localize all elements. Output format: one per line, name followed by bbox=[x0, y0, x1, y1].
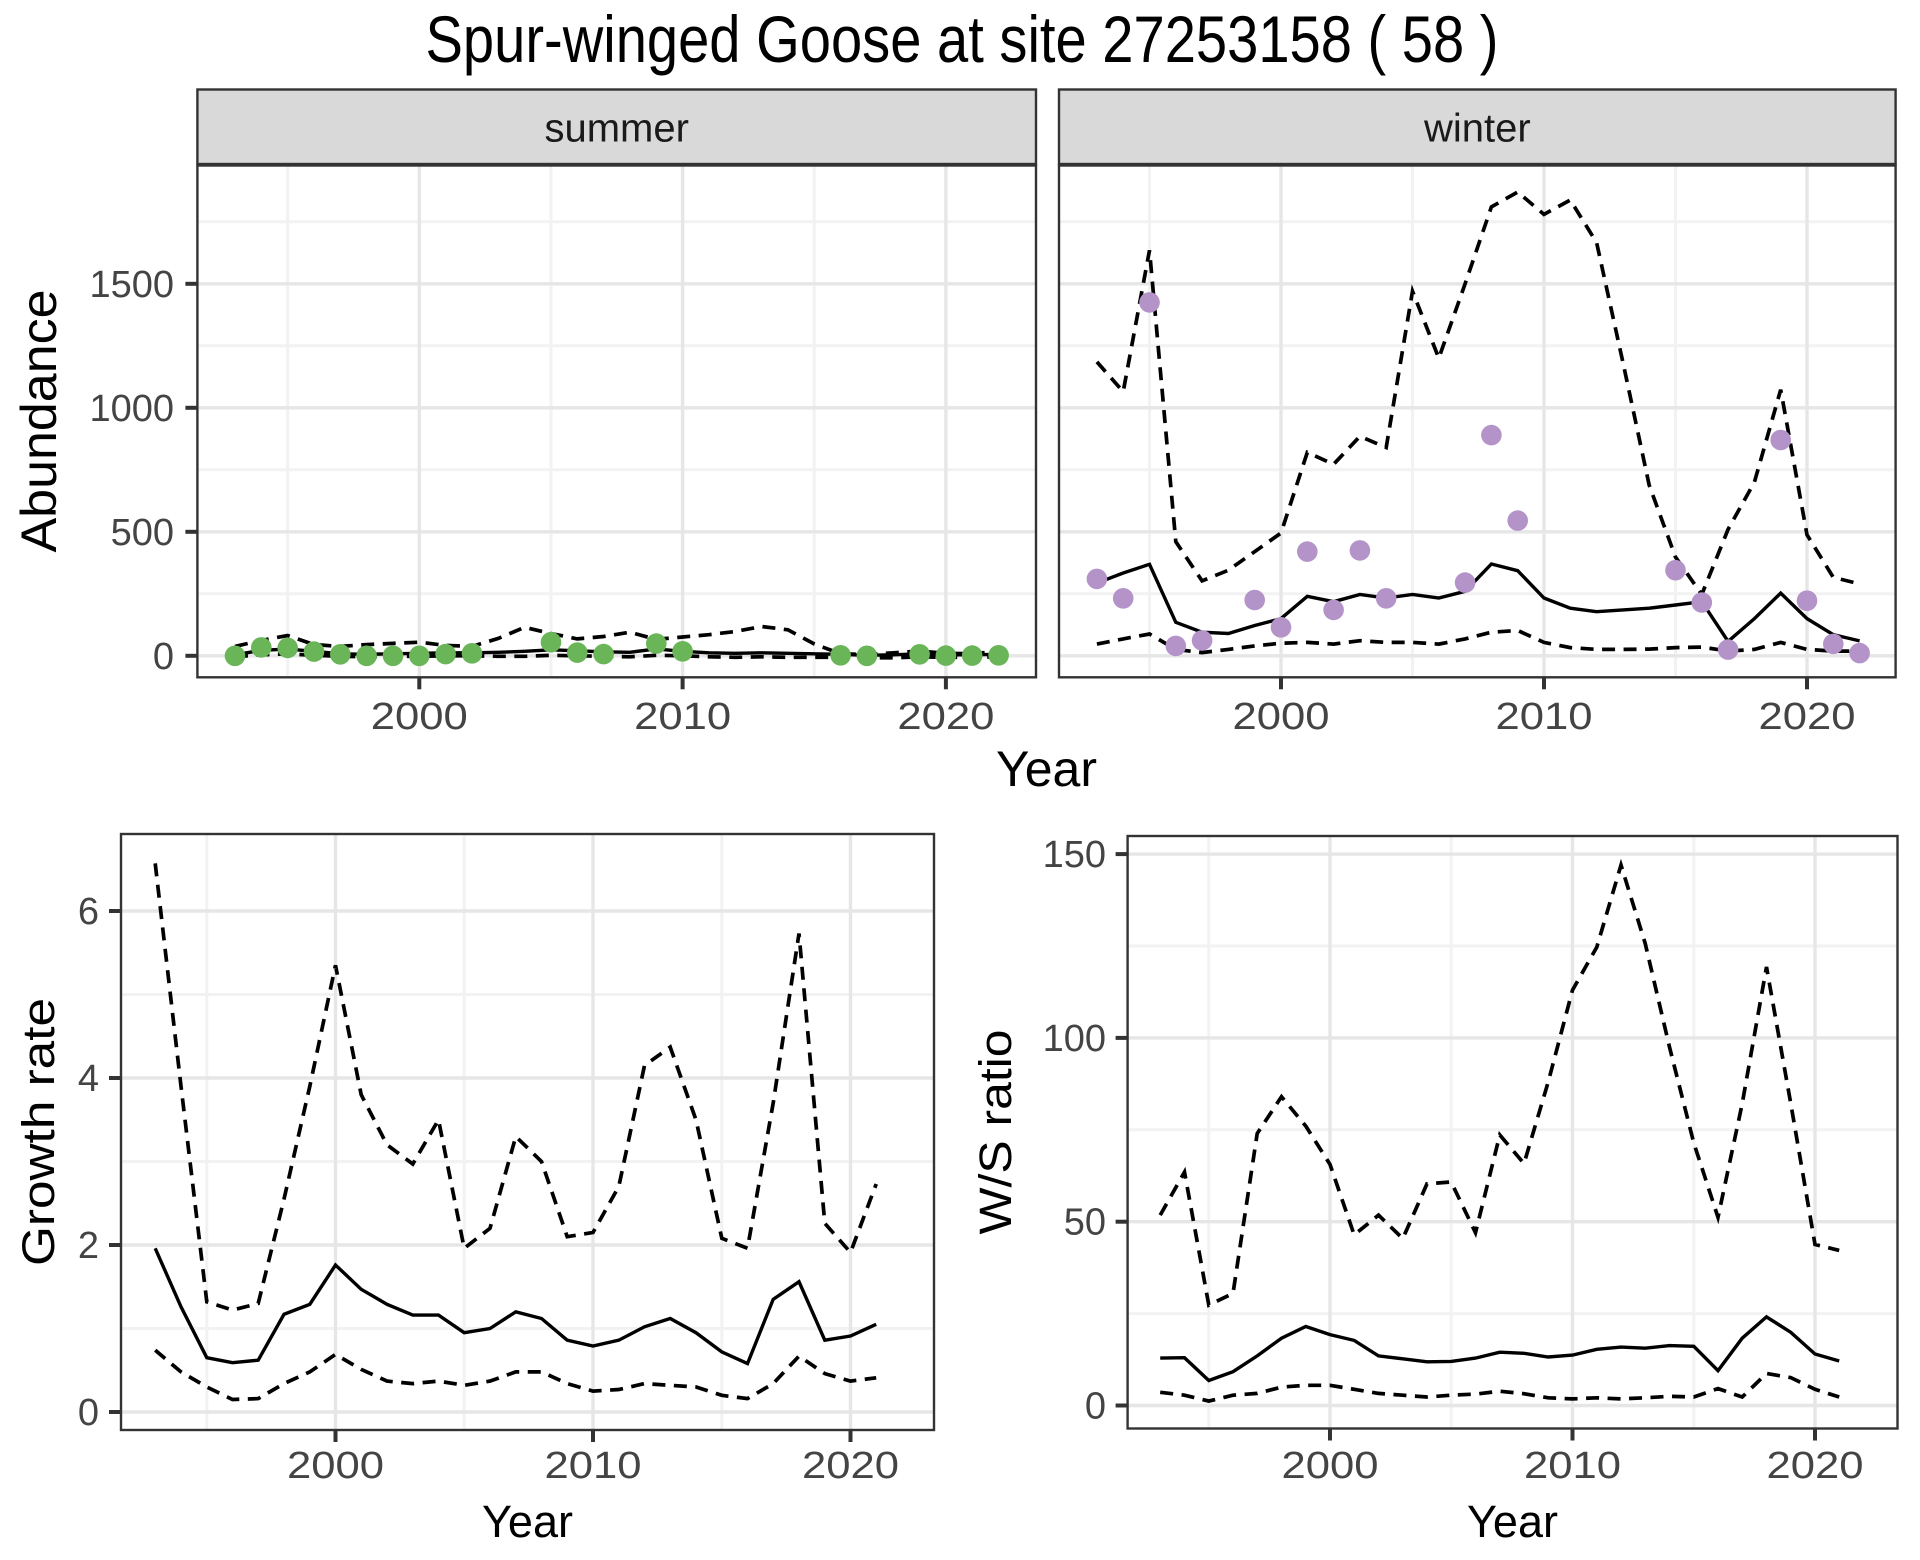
svg-text:2000: 2000 bbox=[371, 696, 468, 738]
svg-text:6: 6 bbox=[78, 891, 99, 933]
svg-text:Abundance: Abundance bbox=[11, 290, 67, 553]
svg-text:0: 0 bbox=[153, 636, 174, 678]
svg-text:2000: 2000 bbox=[1282, 1445, 1379, 1487]
svg-text:2010: 2010 bbox=[1496, 696, 1593, 738]
svg-text:0: 0 bbox=[1085, 1386, 1106, 1428]
svg-text:2: 2 bbox=[78, 1225, 99, 1267]
svg-text:4: 4 bbox=[78, 1058, 99, 1100]
svg-text:2010: 2010 bbox=[634, 696, 731, 738]
svg-text:2020: 2020 bbox=[1759, 696, 1856, 738]
svg-text:2020: 2020 bbox=[802, 1445, 899, 1487]
svg-text:2000: 2000 bbox=[287, 1445, 384, 1487]
svg-text:2000: 2000 bbox=[1233, 696, 1330, 738]
svg-text:1500: 1500 bbox=[89, 264, 174, 306]
svg-text:winter: winter bbox=[1423, 107, 1531, 151]
svg-text:2020: 2020 bbox=[897, 696, 994, 738]
svg-text:W/S ratio: W/S ratio bbox=[970, 1030, 1021, 1235]
svg-text:Year: Year bbox=[482, 1496, 573, 1547]
svg-text:Year: Year bbox=[1467, 1496, 1558, 1547]
svg-text:50: 50 bbox=[1064, 1202, 1106, 1244]
svg-text:Growth rate: Growth rate bbox=[13, 998, 64, 1266]
svg-text:summer: summer bbox=[544, 107, 688, 151]
svg-text:2010: 2010 bbox=[1524, 1445, 1621, 1487]
svg-text:100: 100 bbox=[1043, 1018, 1106, 1060]
svg-text:1000: 1000 bbox=[89, 388, 174, 430]
svg-text:150: 150 bbox=[1043, 834, 1106, 876]
svg-text:2020: 2020 bbox=[1767, 1445, 1864, 1487]
svg-text:500: 500 bbox=[111, 512, 174, 554]
svg-text:0: 0 bbox=[78, 1392, 99, 1434]
svg-text:Year: Year bbox=[996, 741, 1097, 797]
svg-text:Spur-winged Goose at site 2725: Spur-winged Goose at site 27253158 ( 58 … bbox=[426, 2, 1499, 76]
svg-text:2010: 2010 bbox=[545, 1445, 642, 1487]
